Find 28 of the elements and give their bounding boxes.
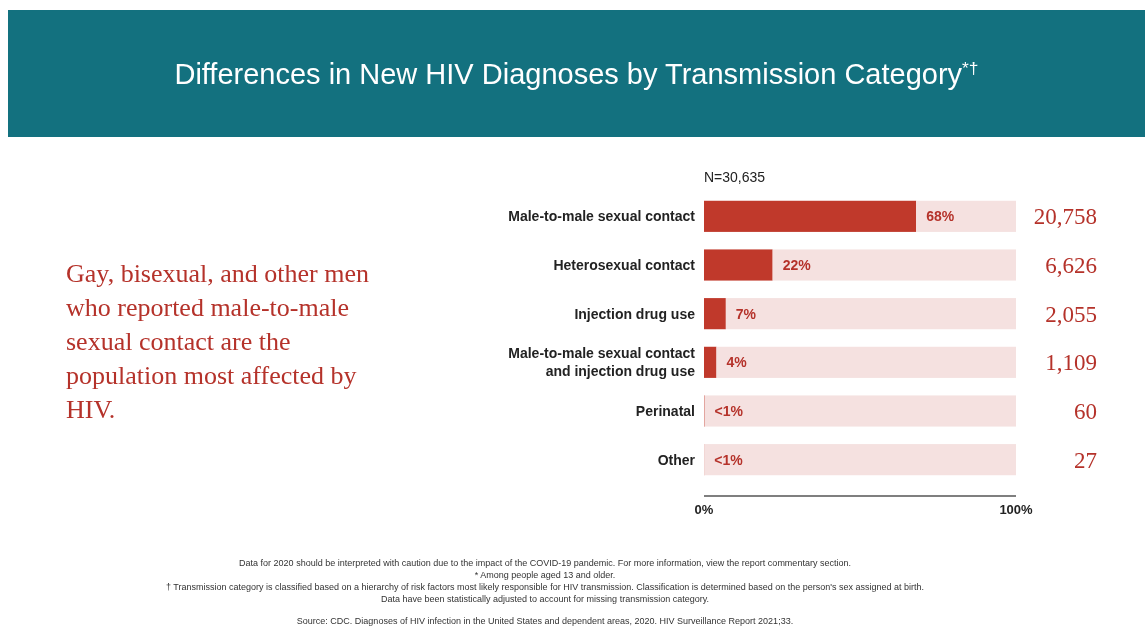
y-tick-label: Male-to-male sexual contact [508, 208, 696, 225]
chart-subtitle: N=30,635 [704, 169, 766, 185]
data-label: <1% [714, 402, 744, 419]
text: 60 [1074, 399, 1097, 425]
data-label: 22% [782, 256, 812, 273]
chart-title: Differences in New HIV Diagnoses by Transmission Category$^{*†}$ [174, 58, 979, 90]
text: 2,055 [1045, 301, 1097, 327]
data-label: 7% [735, 305, 757, 322]
text: * Among people aged 13 and older. [474, 570, 616, 580]
y-tick-label: Heterosexual contact [553, 256, 696, 273]
y-tick-label: Other [657, 451, 696, 468]
data-label: <1% [714, 451, 744, 468]
x-tick-label: 0% [694, 502, 714, 517]
source-note: Source: CDC. Diagnoses of HIV infection in the United States and dependent areas, 2020. HIV Surveillance Report 2021;33. [296, 616, 794, 626]
text: † Transmission category is classified based on a hierarchy of risk factors most likely responsible for HIV transmission. Classification is determined based on the person's sex assigned at birth. [165, 582, 925, 592]
data-label: 4% [726, 354, 748, 371]
text: 27 [1074, 447, 1097, 473]
text: 1,109 [1045, 350, 1097, 376]
text: 20,758 [1033, 204, 1097, 230]
y-tick-label: Perinatal [635, 402, 695, 419]
text: Gay, bisexual, and other men who reported male-to-male sexual contact are the population most affected by HIV. [66, 259, 369, 424]
y-tick-label: Injection drug use [574, 305, 696, 322]
text: 6,626 [1045, 253, 1097, 279]
data-label: 68% [926, 208, 955, 225]
text: Data for 2020 should be interpreted with caution due to the impact of the COVID-19 pandemic. For more information, view the report commentary section. [239, 558, 851, 568]
text: Data have been statistically adjusted to account for missing transmission category. [381, 594, 709, 604]
x-tick-label: 100% [999, 502, 1034, 517]
y-tick-label: Male-to-male sexual contact and injection drug use [508, 345, 696, 380]
